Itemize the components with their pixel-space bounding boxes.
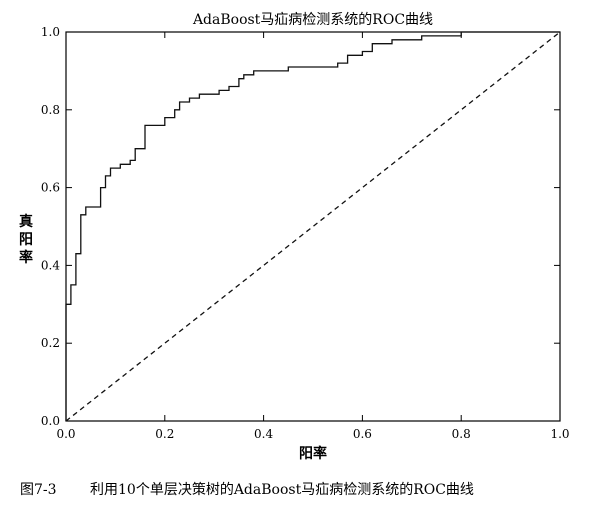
y-tick-label: 0.0 [41,414,60,428]
y-axis-label: 真阳率 [19,213,33,266]
chart-title: AdaBoost马疝病检测系统的ROC曲线 [192,12,433,28]
figure-caption-number: 图7-3 [20,482,57,498]
diagonal-reference-line [65,31,561,422]
y-tick-label: 0.2 [41,336,60,350]
x-tick-label: 0.8 [452,427,471,441]
x-axis-ticks: 0.0 0.2 0.4 0.6 0.8 1.0 [56,32,570,441]
y-axis-label-char: 阳 [19,232,33,248]
series-layer [65,31,561,422]
roc-curve-line [65,31,560,421]
y-tick-label: 0.8 [41,103,60,117]
plot-frame [65,31,561,422]
x-axis-label: 阳率 [299,445,327,462]
x-tick-label: 0.2 [155,427,174,441]
y-axis-label-char: 率 [19,249,33,266]
x-tick-label: 0.4 [254,427,273,441]
x-tick-label: 0.0 [56,427,75,441]
plot-area: 0.0 0.2 0.4 0.6 0.8 1.0 0.0 0.2 0.4 0.6 0.8 1.0 [41,25,570,441]
y-tick-label: 1.0 [41,25,60,39]
x-tick-label: 0.6 [353,427,372,441]
y-axis-label-char: 真 [19,213,33,230]
figure-caption-text: 利用10个单层决策树的AdaBoost马疝病检测系统的ROC曲线 [90,481,474,498]
y-tick-label: 0.6 [41,181,60,195]
y-tick-label: 0.4 [41,258,60,272]
y-axis-ticks: 0.0 0.2 0.4 0.6 0.8 1.0 [41,25,560,428]
x-tick-label: 1.0 [550,427,569,441]
